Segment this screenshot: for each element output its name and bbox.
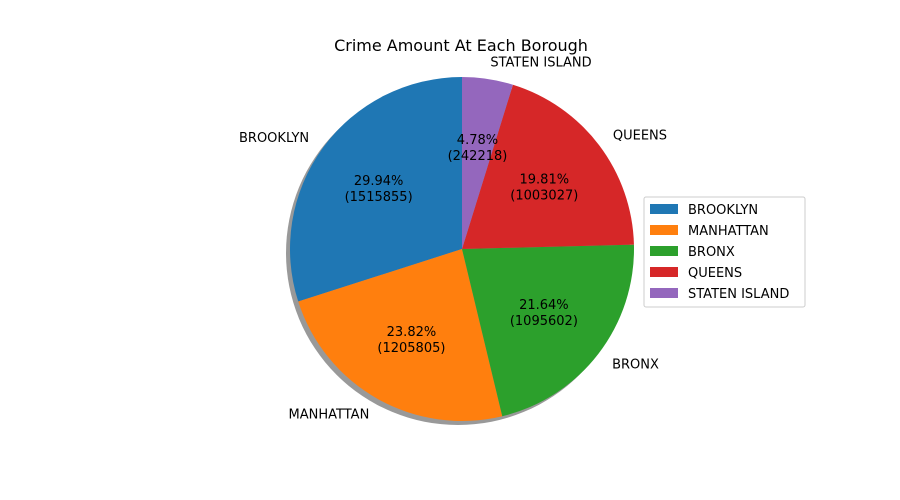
slice-name-label-bronx: BRONX (612, 358, 659, 373)
pie-slice-staten-island (462, 77, 513, 249)
slice-name-label-manhattan: MANHATTAN (289, 407, 370, 422)
slice-percent-label-staten-island: 4.78% (457, 133, 498, 148)
pie-slice-manhattan (298, 249, 503, 421)
legend-label-staten-island: STATEN ISLAND (688, 287, 789, 302)
legend-label-queens: QUEENS (688, 266, 742, 281)
slice-count-label-bronx: (1095602) (510, 314, 578, 329)
pie-slices (290, 77, 634, 421)
legend-swatch-brooklyn (650, 204, 678, 214)
legend-swatch-bronx (650, 246, 678, 256)
legend-frame (643, 196, 806, 308)
legend-swatch-staten-island (650, 288, 678, 298)
chart-title: Crime Amount At Each Borough (334, 36, 588, 55)
slice-name-label-staten-island: STATEN ISLAND (490, 55, 591, 70)
legend-label-manhattan: MANHATTAN (688, 224, 769, 239)
slice-name-labels: BROOKLYN MANHATTAN BRONX QUEENS STATEN ISLAN… (239, 55, 667, 422)
slice-count-label-staten-island: (242218) (448, 149, 508, 164)
slice-count-label-brooklyn: (1515855) (345, 190, 413, 205)
pie-slice-bronx (462, 244, 634, 417)
legend: BROOKLYN MANHATTAN BRONX QUEENS STATEN ISLAN… (643, 196, 806, 308)
legend-swatch-queens (650, 267, 678, 277)
legend-label-bronx: BRONX (688, 245, 735, 260)
slice-name-label-brooklyn: BROOKLYN (239, 131, 309, 146)
slice-percent-label-queens: 19.81% (520, 173, 570, 188)
slice-name-label-queens: QUEENS (613, 128, 667, 143)
slice-count-label-queens: (1003027) (510, 189, 578, 204)
slice-percent-label-manhattan: 23.82% (387, 325, 437, 340)
pie-slice-brooklyn (290, 77, 462, 302)
slice-value-labels: 29.94%(1515855) 23.82%(1205805) 21.64%(109… (345, 133, 579, 356)
pie-slice-queens (462, 84, 634, 249)
slice-percent-label-brooklyn: 29.94% (354, 174, 404, 189)
legend-label-brooklyn: BROOKLYN (688, 203, 758, 218)
slice-count-label-manhattan: (1205805) (377, 341, 445, 356)
legend-swatch-manhattan (650, 225, 678, 235)
slice-percent-label-bronx: 21.64% (519, 298, 569, 313)
